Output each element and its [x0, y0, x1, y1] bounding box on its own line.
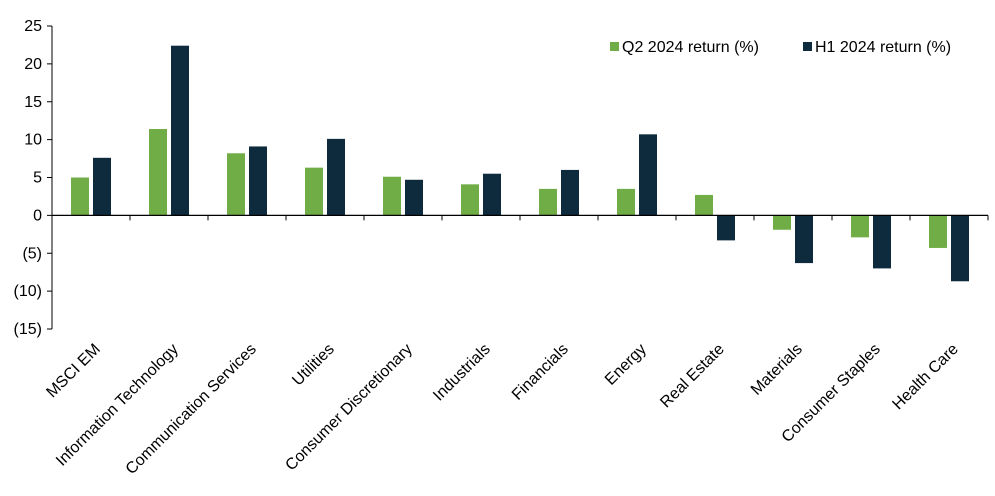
- bar-h1: [639, 134, 657, 216]
- legend-swatch: [803, 42, 812, 51]
- bar-h1: [249, 146, 267, 216]
- category-label: MSCI EM: [43, 341, 103, 401]
- bar-h1: [327, 138, 345, 216]
- category-label: Energy: [602, 341, 650, 389]
- y-axis: 25 20 15 10 5 0 (5) (10) (15): [14, 18, 53, 338]
- y-tick-label: 0: [33, 207, 42, 224]
- bar-h1: [483, 173, 501, 216]
- y-tick-label: 20: [24, 56, 42, 73]
- bar-h1: [171, 45, 189, 216]
- y-tick-label: (10): [14, 283, 42, 300]
- category-label: Real Estate: [657, 341, 728, 412]
- category-label: Industrials: [430, 341, 494, 405]
- category-label: Utilities: [289, 341, 337, 389]
- bar-q2: [617, 188, 635, 216]
- y-tick-label: 10: [24, 132, 42, 149]
- y-tick-label: 5: [33, 170, 42, 187]
- bar-q2: [929, 215, 947, 248]
- bar-h1: [795, 215, 813, 264]
- category-label: Health Care: [889, 341, 961, 413]
- legend-swatch: [610, 42, 619, 51]
- category-label: Communication Services: [123, 341, 260, 478]
- y-tick-label: (15): [14, 321, 42, 338]
- bar-h1: [873, 215, 891, 269]
- y-tick-label: 25: [24, 18, 42, 35]
- y-tick-label: 15: [24, 94, 42, 111]
- bar-q2: [71, 177, 89, 216]
- category-label: Consumer Discretionary: [282, 341, 415, 474]
- legend-label: H1 2024 return (%): [815, 39, 951, 56]
- bar-q2: [149, 129, 167, 216]
- bar-q2: [851, 215, 869, 238]
- bar-h1: [93, 157, 111, 216]
- bar-q2: [383, 176, 401, 216]
- bar-q2: [227, 153, 245, 216]
- bar-h1: [405, 179, 423, 216]
- bar-q2: [695, 194, 713, 216]
- bar-q2: [539, 188, 557, 216]
- bar-h1: [561, 169, 579, 216]
- y-tick-label: (5): [22, 245, 42, 262]
- bar-q2: [305, 167, 323, 216]
- bar-h1: [717, 215, 735, 241]
- category-label: Materials: [748, 341, 806, 399]
- bar-h1: [951, 215, 969, 282]
- bar-q2: [773, 215, 791, 230]
- legend-label: Q2 2024 return (%): [622, 39, 759, 56]
- category-label: Financials: [509, 341, 572, 404]
- legend: Q2 2024 return (%) H1 2024 return (%): [610, 39, 951, 56]
- bars: [71, 45, 969, 282]
- bar-q2: [461, 184, 479, 216]
